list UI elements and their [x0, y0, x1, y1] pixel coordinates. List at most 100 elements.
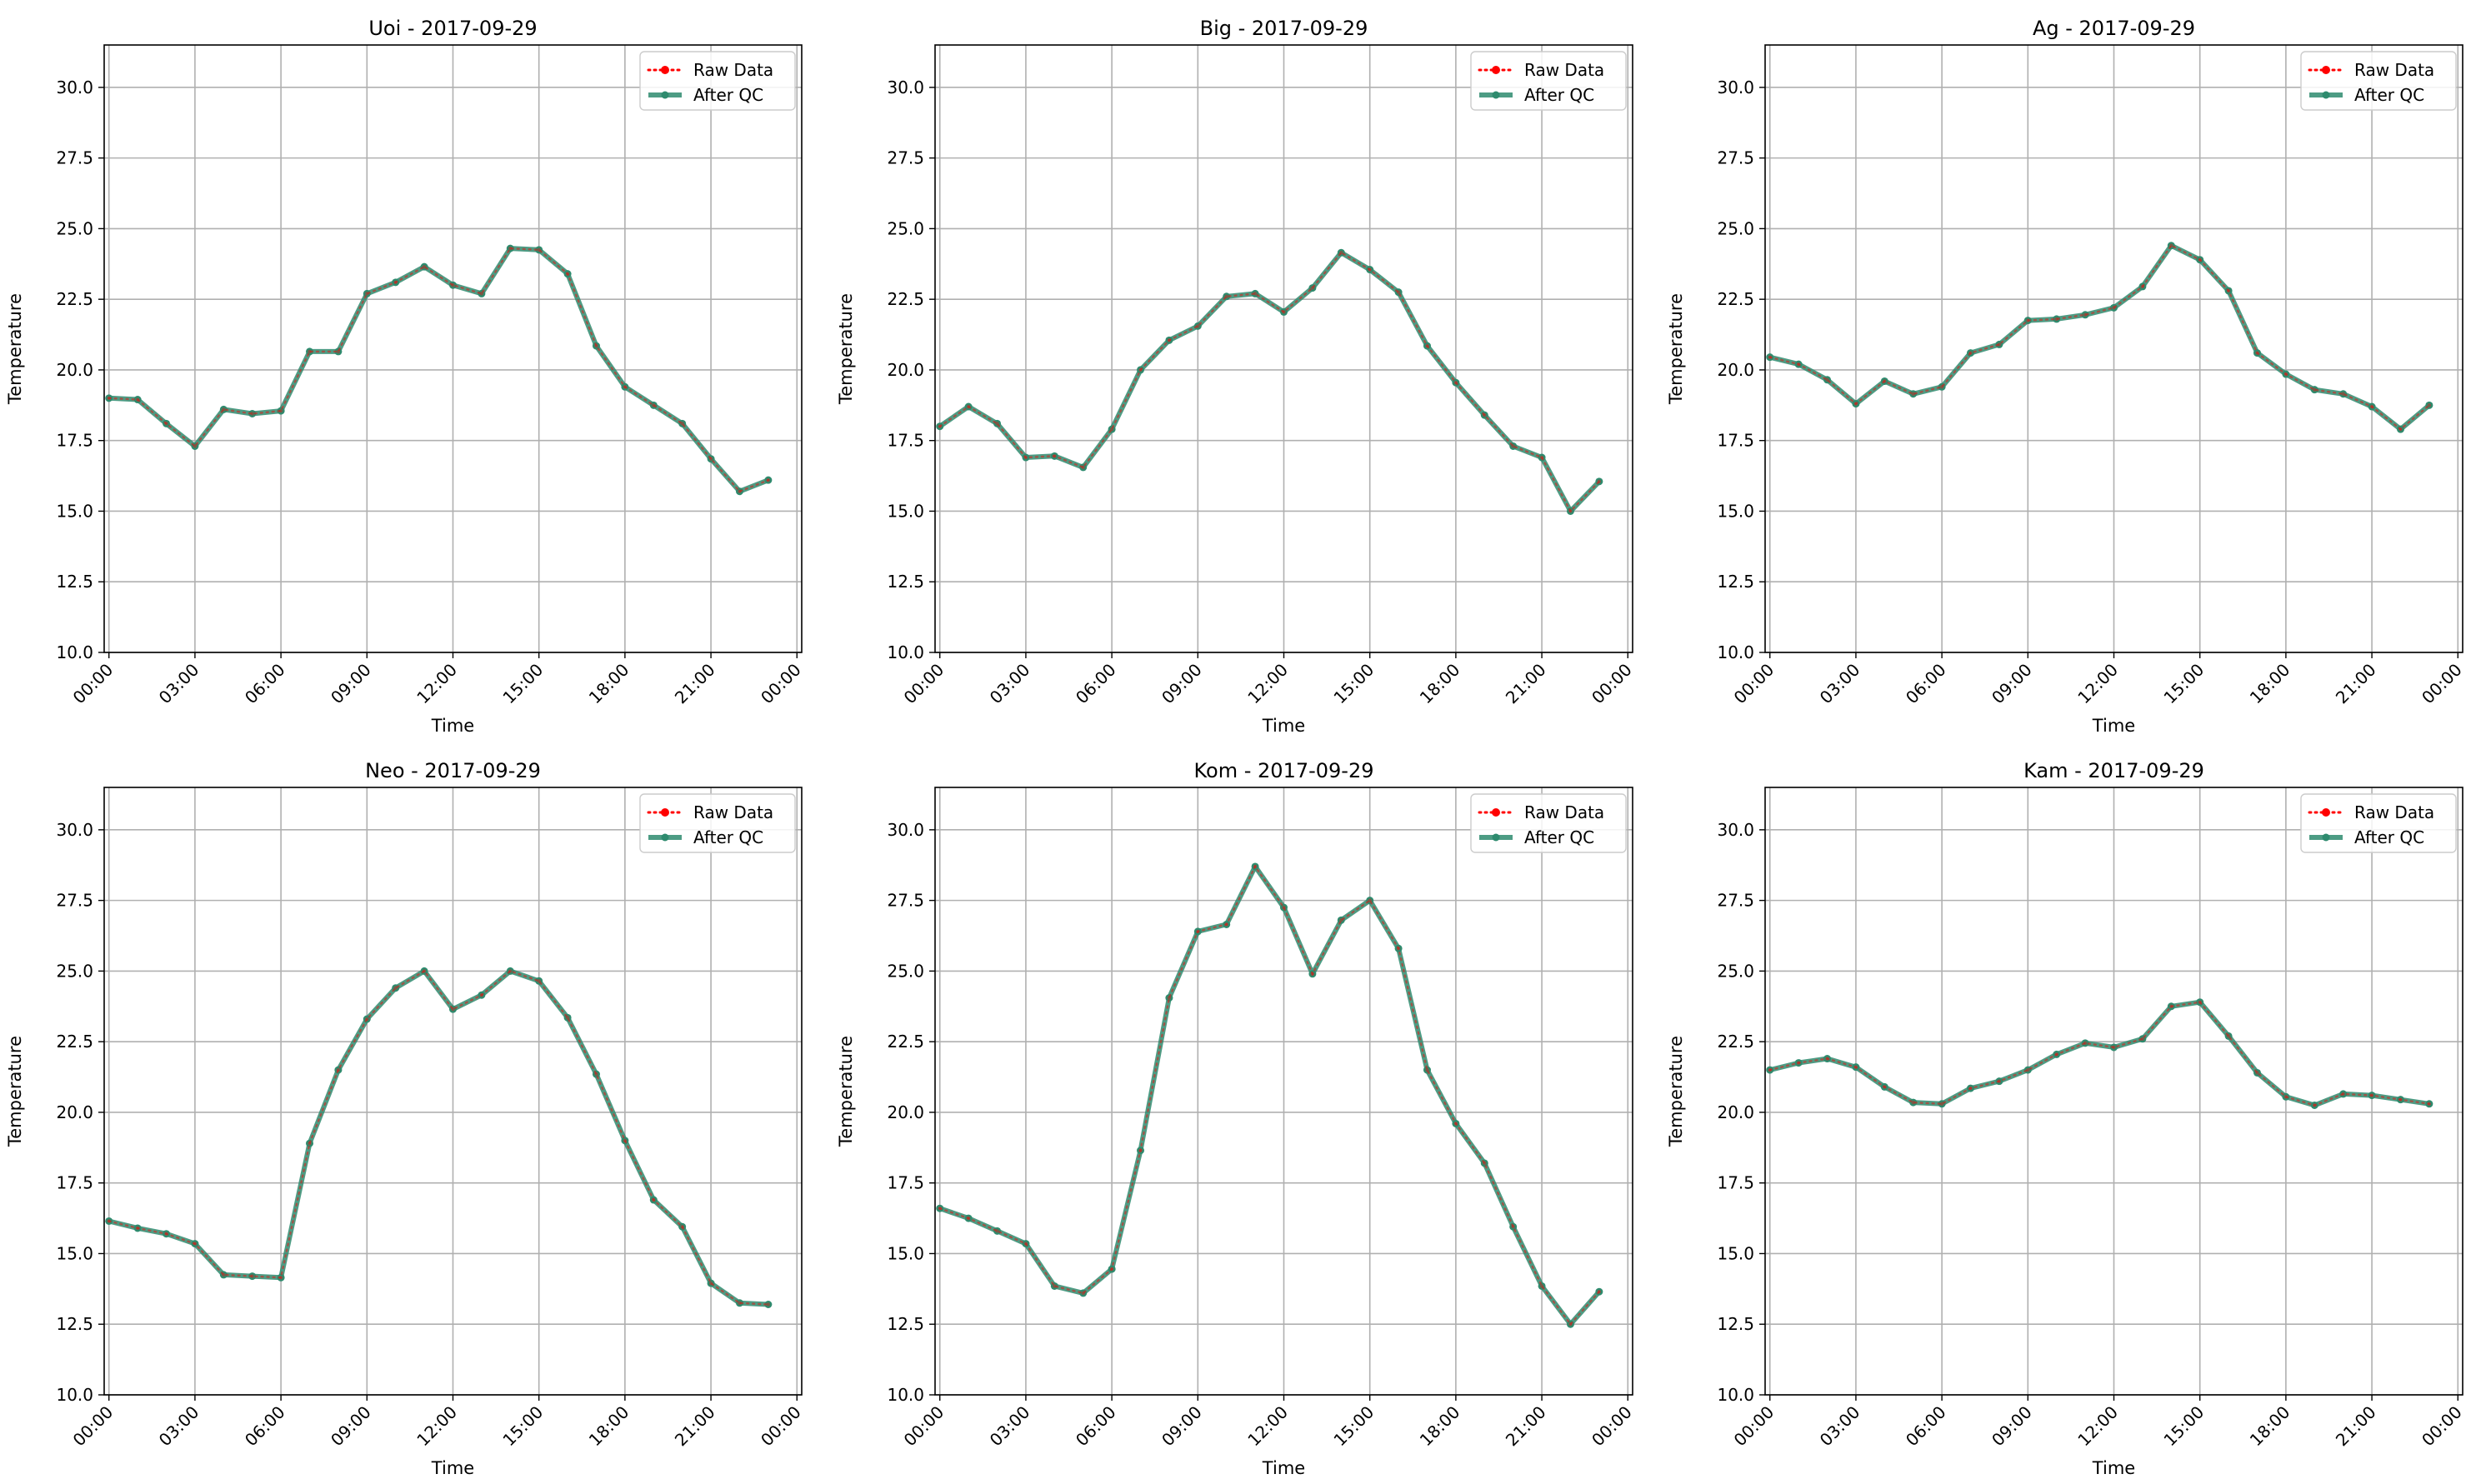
raw-data-point — [278, 408, 283, 413]
after-qc-point — [2138, 282, 2147, 291]
after-qc-point — [2167, 242, 2175, 250]
x-tick-label: 03:00 — [986, 660, 1034, 708]
panel-4: 10.0 12.5 15.0 17.5 20.0 22.5 25.0 27.5 30.0 00:0… — [5, 759, 805, 1478]
raw-data-point — [1597, 479, 1602, 484]
after-qc-point — [478, 289, 486, 297]
x-tick-label: 03:00 — [155, 660, 203, 708]
after-qc-line — [1767, 999, 2432, 1108]
raw-data-point — [135, 397, 140, 402]
after-qc-point — [449, 1005, 457, 1013]
raw-data-point — [738, 1301, 742, 1306]
after-qc-point — [1538, 453, 1546, 462]
after-qc-point — [2196, 256, 2204, 264]
raw-data-point — [966, 1216, 971, 1221]
raw-data-point — [1483, 412, 1487, 417]
x-tick-label: 18:00 — [1416, 1402, 1464, 1451]
legend-raw-label: Raw Data — [693, 802, 773, 822]
raw-data-point — [2369, 404, 2374, 409]
raw-data-point — [1511, 444, 1515, 448]
raw-data-point — [1997, 342, 2002, 347]
x-tick-label: 18:00 — [585, 660, 633, 708]
raw-data-point — [2112, 306, 2116, 310]
y-tick-label: 12.5 — [1717, 1314, 1754, 1334]
x-tick-label: 09:00 — [327, 1402, 375, 1451]
x-tick-label: 12:00 — [1243, 1402, 1292, 1451]
y-tick-label: 30.0 — [56, 77, 93, 97]
raw-data-point — [594, 1072, 598, 1077]
raw-data-point — [222, 407, 226, 412]
y-tick-label: 15.0 — [1717, 501, 1754, 521]
raw-data-point — [2169, 243, 2173, 247]
legend: Raw Data After QC — [1470, 793, 1627, 853]
after-qc-point — [449, 281, 457, 289]
after-qc-point — [764, 1300, 773, 1308]
raw-data-point — [1396, 947, 1401, 951]
raw-data-point — [1997, 1079, 2002, 1083]
after-qc-point — [420, 262, 428, 271]
raw-data-point — [2369, 1093, 2374, 1097]
after-qc-point — [1995, 340, 2003, 348]
after-qc-point — [1794, 1059, 1803, 1067]
after-qc-point — [363, 289, 371, 297]
legend-qc-marker — [661, 91, 669, 99]
y-tick-label: 22.5 — [887, 1032, 924, 1052]
after-qc-point — [2081, 311, 2089, 319]
raw-data-point — [537, 979, 541, 983]
raw-data-line — [938, 251, 1601, 513]
axes-frame — [1764, 44, 2463, 653]
y-axis-label: Temperature — [1666, 293, 1686, 405]
after-qc-point — [1452, 1119, 1460, 1127]
raw-data-point — [1568, 509, 1573, 513]
y-tick-label: 10.0 — [887, 1385, 924, 1405]
x-tick-label: 00:00 — [757, 660, 805, 708]
after-qc-point — [1509, 442, 1518, 450]
raw-data-point — [2169, 1004, 2173, 1008]
raw-data-point — [336, 349, 341, 354]
after-qc-point — [1308, 284, 1317, 292]
after-qc-point — [1308, 970, 1317, 978]
raw-data-point — [336, 1067, 341, 1072]
raw-data-point — [1167, 996, 1172, 1000]
y-tick-label: 15.0 — [887, 1243, 924, 1263]
raw-data-point — [1939, 1102, 1944, 1106]
y-tick-label: 15.0 — [887, 501, 924, 521]
raw-data-point — [2398, 427, 2403, 432]
raw-data-point — [1053, 454, 1057, 458]
x-tick-label: 00:00 — [1730, 1402, 1778, 1451]
after-qc-point — [1366, 897, 1374, 905]
after-qc-point — [1595, 477, 1603, 486]
after-qc-point — [1193, 322, 1202, 330]
raw-data-point — [1568, 1322, 1573, 1327]
legend-raw-marker — [661, 66, 669, 74]
x-axis-label: Time — [1262, 716, 1305, 736]
raw-data-point — [1539, 1284, 1544, 1288]
raw-data-point — [250, 1274, 254, 1278]
raw-data-line — [108, 969, 770, 1306]
after-qc-point — [2368, 402, 2376, 411]
y-tick-label: 17.5 — [56, 1173, 93, 1193]
y-tick-label: 20.0 — [56, 1102, 93, 1122]
after-qc-point — [993, 1227, 1002, 1235]
raw-data-point — [2283, 1095, 2288, 1099]
legend-raw-label: Raw Data — [2354, 802, 2434, 822]
after-qc-line — [106, 968, 771, 1307]
after-qc-point — [621, 1137, 629, 1145]
y-tick-label: 17.5 — [887, 431, 924, 451]
x-tick-label: 21:00 — [2332, 1402, 2380, 1451]
y-tick-label: 20.0 — [56, 360, 93, 380]
x-tick-label: 06:00 — [1072, 660, 1120, 708]
raw-data-point — [2083, 1041, 2088, 1046]
after-qc-point — [678, 419, 687, 427]
after-qc-point — [1337, 248, 1345, 257]
raw-data-point — [1224, 294, 1228, 298]
after-qc-point — [1280, 307, 1288, 316]
x-tick-label: 15:00 — [498, 660, 547, 708]
grid — [935, 787, 1633, 1396]
after-qc-point — [2023, 1066, 2032, 1074]
raw-data-point — [479, 993, 484, 997]
raw-data-line — [1768, 244, 2431, 431]
raw-data-point — [451, 1007, 455, 1012]
legend: Raw Data After QC — [1470, 51, 1627, 111]
raw-data-point — [1167, 338, 1172, 342]
raw-data-point — [2140, 284, 2145, 289]
